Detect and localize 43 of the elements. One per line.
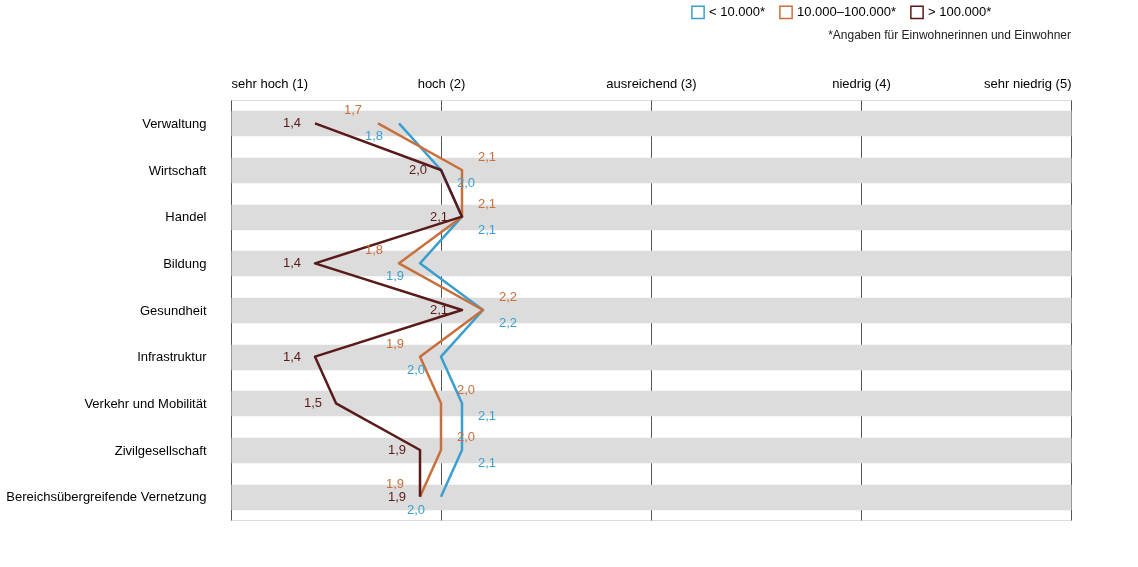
data-label: 1,4 (282, 115, 301, 131)
data-label: 1,9 (387, 442, 406, 457)
y-tick-label: Zivilgesellschaft (114, 442, 207, 458)
data-label: 1,8 (364, 242, 383, 258)
data-label: 1,9 (387, 488, 406, 504)
data-label: 2,1 (429, 302, 448, 317)
y-tick-label: Bildung (163, 255, 207, 271)
data-label: 2,0 (406, 501, 425, 517)
data-label: 2,2 (499, 315, 518, 330)
data-label: 1,7 (343, 102, 362, 118)
data-label: 2,1 (478, 195, 497, 211)
data-label: 2,2 (499, 289, 518, 304)
data-label: 2,1 (478, 455, 497, 470)
data-label: 2,1 (429, 208, 448, 224)
y-tick-label: Verkehr und Mobilität (84, 395, 207, 411)
data-label: 1,8 (364, 128, 383, 144)
legend-label: 10.000–100.000* (797, 4, 897, 20)
y-tick-label: Infrastruktur (137, 349, 208, 365)
data-label: 2,0 (457, 382, 476, 398)
data-label: 2,0 (406, 361, 425, 377)
y-tick-label: Verwaltung (142, 115, 207, 131)
x-tick-label: hoch (2) (417, 75, 466, 91)
data-label: 1,5 (303, 395, 322, 411)
data-label: 2,1 (478, 221, 497, 237)
legend-label: > 100.000* (928, 4, 992, 20)
data-label: 1,4 (282, 255, 301, 271)
y-tick-label: Handel (165, 209, 207, 225)
data-label: 2,0 (408, 162, 427, 177)
y-tick-label: Gesundheit (140, 302, 207, 318)
text: *Angaben für Einwohnerinnen und Einwohner (828, 28, 1071, 42)
x-tick-label: sehr hoch (1) (231, 75, 309, 91)
x-tick-label: niedrig (4) (832, 75, 891, 91)
data-label: 1,4 (282, 348, 301, 364)
x-tick-label: sehr niedrig (5) (984, 75, 1072, 91)
legend-label: < 10.000* (709, 4, 766, 20)
x-tick-label: ausreichend (3) (606, 75, 697, 91)
data-label: 1,9 (385, 475, 404, 491)
data-label: 1,9 (385, 268, 404, 284)
data-label: 1,9 (385, 335, 404, 351)
y-tick-label: Bereichsübergreifende Vernetzung (6, 489, 207, 505)
y-tick-label: Wirtschaft (148, 162, 207, 178)
data-label: 2,1 (478, 149, 497, 164)
data-label: 2,1 (478, 408, 497, 424)
